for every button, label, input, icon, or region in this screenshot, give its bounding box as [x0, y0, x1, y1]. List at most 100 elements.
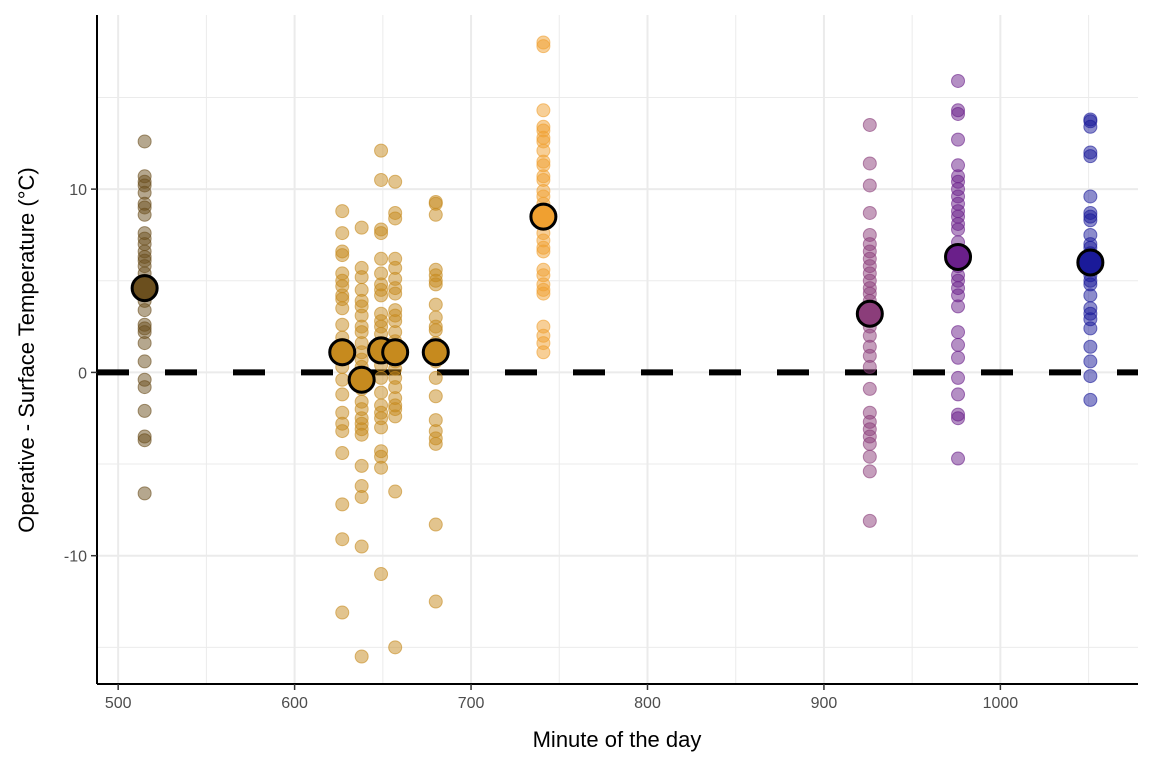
mean-point: [1076, 248, 1105, 277]
x-tick-label: 800: [634, 695, 661, 712]
data-point: [428, 323, 443, 338]
data-point: [335, 301, 350, 316]
data-point: [951, 350, 966, 365]
data-point: [137, 433, 152, 448]
mean-point: [347, 365, 376, 394]
data-point: [137, 380, 152, 395]
data-point: [137, 303, 152, 318]
data-point: [536, 39, 551, 54]
data-point: [137, 336, 152, 351]
data-point: [1083, 189, 1098, 204]
data-point: [862, 205, 877, 220]
plot-background: [97, 15, 1138, 684]
data-point: [1083, 119, 1098, 134]
data-point: [951, 132, 966, 147]
data-point: [428, 389, 443, 404]
data-point: [335, 204, 350, 219]
x-tick-label: 900: [811, 695, 838, 712]
data-point: [137, 403, 152, 418]
data-point: [1083, 213, 1098, 228]
x-axis-title: Minute of the day: [533, 727, 702, 752]
data-point: [862, 436, 877, 451]
data-point: [388, 484, 403, 499]
data-point: [1083, 321, 1098, 336]
data-point: [1083, 392, 1098, 407]
data-point: [137, 354, 152, 369]
data-point: [354, 220, 369, 235]
data-point: [428, 436, 443, 451]
data-point: [335, 248, 350, 263]
data-point: [137, 486, 152, 501]
data-point: [428, 297, 443, 312]
data-point: [354, 539, 369, 554]
data-point: [374, 226, 389, 241]
data-point: [1083, 149, 1098, 164]
data-point: [374, 370, 389, 385]
data-point: [374, 385, 389, 400]
data-point: [1083, 288, 1098, 303]
data-point: [354, 427, 369, 442]
data-point: [536, 103, 551, 118]
data-point: [862, 513, 877, 528]
data-points: [137, 35, 1098, 664]
data-point: [335, 317, 350, 332]
data-point: [374, 172, 389, 187]
data-point: [374, 143, 389, 158]
mean-point: [130, 274, 159, 303]
data-point: [1083, 354, 1098, 369]
data-point: [536, 244, 551, 259]
data-point: [951, 299, 966, 314]
data-point: [428, 207, 443, 222]
data-point: [374, 567, 389, 582]
x-tick-label: 600: [281, 695, 308, 712]
data-point: [137, 207, 152, 222]
data-point: [951, 222, 966, 237]
data-point: [388, 286, 403, 301]
data-point: [388, 174, 403, 189]
data-point: [388, 640, 403, 655]
data-point: [335, 387, 350, 402]
data-point: [354, 270, 369, 285]
data-point: [354, 490, 369, 505]
data-point: [951, 387, 966, 402]
data-point: [388, 409, 403, 424]
data-point: [951, 451, 966, 466]
data-point: [951, 106, 966, 121]
data-point: [335, 605, 350, 620]
data-point: [354, 649, 369, 664]
data-point: [335, 497, 350, 512]
axes: [96, 15, 1138, 685]
mean-point: [855, 299, 884, 328]
data-point: [862, 117, 877, 132]
data-point: [335, 424, 350, 439]
y-axis-title: Operative - Surface Temperature (°C): [14, 167, 39, 532]
mean-point: [421, 338, 450, 367]
y-tick-label: -10: [64, 549, 87, 566]
data-point: [951, 411, 966, 426]
data-point: [374, 460, 389, 475]
data-point: [862, 156, 877, 171]
group-means: [130, 202, 1105, 394]
data-point: [335, 532, 350, 547]
data-point: [374, 288, 389, 303]
mean-point: [529, 202, 558, 231]
data-point: [951, 337, 966, 352]
x-tick-label: 500: [105, 695, 132, 712]
data-point: [951, 370, 966, 385]
x-axis-ticks: 500 600 700 800 900 1000: [105, 684, 1018, 712]
data-point: [428, 277, 443, 292]
x-tick-label: 700: [458, 695, 485, 712]
data-point: [335, 226, 350, 241]
y-tick-label: 10: [69, 182, 87, 199]
data-point: [428, 594, 443, 609]
data-point: [862, 359, 877, 374]
data-point: [862, 381, 877, 396]
data-point: [951, 73, 966, 88]
data-point: [374, 420, 389, 435]
mean-point: [944, 242, 973, 271]
data-point: [335, 446, 350, 461]
mean-point: [328, 338, 357, 367]
data-point: [862, 449, 877, 464]
data-point: [374, 251, 389, 266]
